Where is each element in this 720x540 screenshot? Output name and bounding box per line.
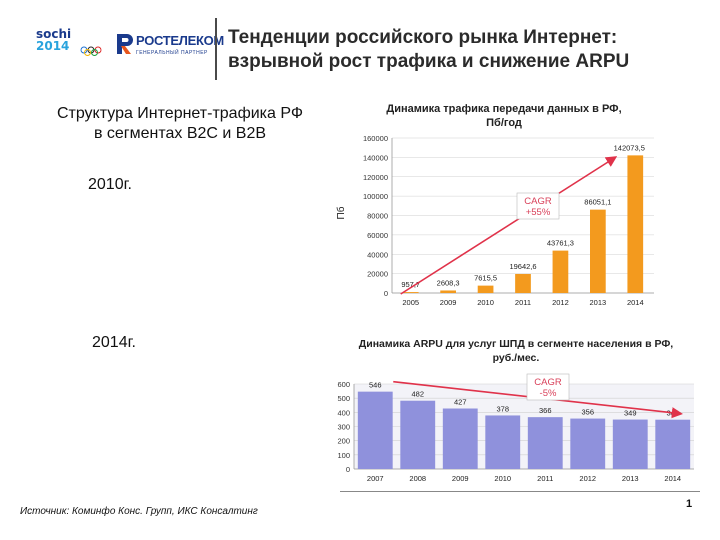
data-label: 482 [411, 390, 424, 399]
cagr-box [526, 373, 570, 401]
y-tick-label: 200 [337, 437, 350, 446]
data-label: 378 [496, 404, 509, 413]
left-subtitle: Структура Интернет-трафика РФ в сегмента… [56, 105, 304, 142]
bar [485, 415, 521, 469]
header-divider [215, 18, 217, 80]
bar [402, 292, 419, 293]
x-tick-label: 2008 [409, 474, 426, 483]
source-note: Источник: Коминфо Конс. Групп, ИКС Конса… [20, 506, 258, 517]
y-tick-label: 100 [337, 451, 350, 460]
x-tick-label: 2010 [477, 298, 494, 307]
x-tick-label: 2011 [537, 474, 553, 483]
sochi-2014-logo: sochi 2014 [36, 27, 72, 53]
y-tick-label: 400 [337, 408, 350, 417]
bar [442, 408, 478, 469]
y-tick-label: 0 [346, 465, 350, 474]
trend-arrow [400, 156, 618, 295]
x-tick-label: 2014 [627, 298, 644, 307]
y-tick-label: 500 [337, 394, 350, 403]
data-label: 86051,1 [584, 198, 611, 207]
cagr-box [516, 192, 560, 220]
y-tick-label: 40000 [367, 250, 388, 259]
cagr-label: CAGR [534, 377, 562, 388]
y-tick-label: 600 [337, 380, 350, 389]
x-tick-label: 2013 [622, 474, 639, 483]
bar [477, 285, 494, 293]
chart-title-unit: Пб/год [486, 117, 522, 129]
data-label: 546 [369, 381, 382, 390]
x-tick-label: 2010 [494, 474, 511, 483]
bar [612, 419, 648, 469]
cagr-value: +55% [526, 207, 551, 218]
y-tick-label: 100000 [363, 192, 388, 201]
year-label-2010: 2010г. [88, 176, 132, 193]
data-label: 957,7 [401, 280, 420, 289]
cagr-value: -5% [540, 388, 557, 399]
y-tick-label: 80000 [367, 212, 388, 221]
x-tick-label: 2012 [552, 298, 569, 307]
x-tick-label: 2005 [402, 298, 419, 307]
bar [515, 273, 531, 293]
chart-title-unit: руб./мес. [493, 352, 540, 364]
year-label-2014: 2014г. [92, 334, 136, 351]
y-tick-label: 120000 [363, 173, 388, 182]
rostelecom-logo-icon [117, 34, 133, 54]
traffic-chart: Динамика трафика передачи данных в РФ, П… [335, 103, 654, 307]
x-tick-label: 2014 [664, 474, 681, 483]
bar [655, 419, 691, 469]
bar [400, 400, 436, 469]
y-tick-label: 160000 [363, 134, 388, 143]
company-name: РОСТЕЛЕКОМ [136, 33, 224, 48]
bar [589, 209, 606, 293]
arpu-chart: Динамика ARPU для услуг ШПД в сегменте н… [337, 338, 694, 483]
chart-title: Динамика ARPU для услуг ШПД в сегменте н… [359, 338, 674, 350]
footer-divider [340, 491, 700, 492]
y-tick-label: 20000 [367, 270, 388, 279]
y-tick-label: 0 [384, 289, 388, 298]
company-subtitle: ГЕНЕРАЛЬНЫЙ ПАРТНЕР [136, 50, 208, 56]
chart-title: Динамика трафика передачи данных в РФ, [386, 103, 621, 115]
bar [552, 250, 569, 293]
x-tick-label: 2009 [440, 298, 457, 307]
y-tick-label: 140000 [363, 153, 388, 162]
bar [357, 391, 393, 469]
data-label: 142073,5 [614, 143, 645, 152]
x-tick-label: 2007 [367, 474, 384, 483]
x-tick-label: 2012 [579, 474, 596, 483]
data-label: 427 [454, 398, 467, 407]
y-axis-label: Пб [335, 206, 347, 219]
y-tick-label: 300 [337, 423, 350, 432]
logo-area: sochi 2014 РОСТЕЛЕКОМ ГЕНЕРАЛЬНЫЙ ПАРТНЕ… [36, 26, 224, 66]
y-tick-label: 60000 [367, 231, 388, 240]
bar [527, 417, 563, 469]
x-tick-label: 2009 [452, 474, 469, 483]
x-tick-label: 2013 [590, 298, 607, 307]
page-number: 1 [686, 498, 693, 510]
bar [627, 155, 644, 293]
cagr-label: CAGR [524, 196, 552, 207]
data-label: 43761,3 [547, 239, 574, 248]
x-tick-label: 2011 [515, 298, 531, 307]
data-label: 7615,5 [474, 274, 497, 283]
data-label: 356 [581, 408, 594, 417]
bar [570, 418, 606, 469]
olympic-rings-icon [80, 46, 102, 56]
page-title: Тенденции российского рынка Интернет: вз… [228, 27, 630, 72]
bar [440, 290, 457, 293]
data-label: 366 [539, 406, 552, 415]
data-label: 349 [624, 409, 637, 418]
data-label: 2608,3 [437, 278, 460, 287]
data-label: 19642,6 [509, 262, 536, 271]
